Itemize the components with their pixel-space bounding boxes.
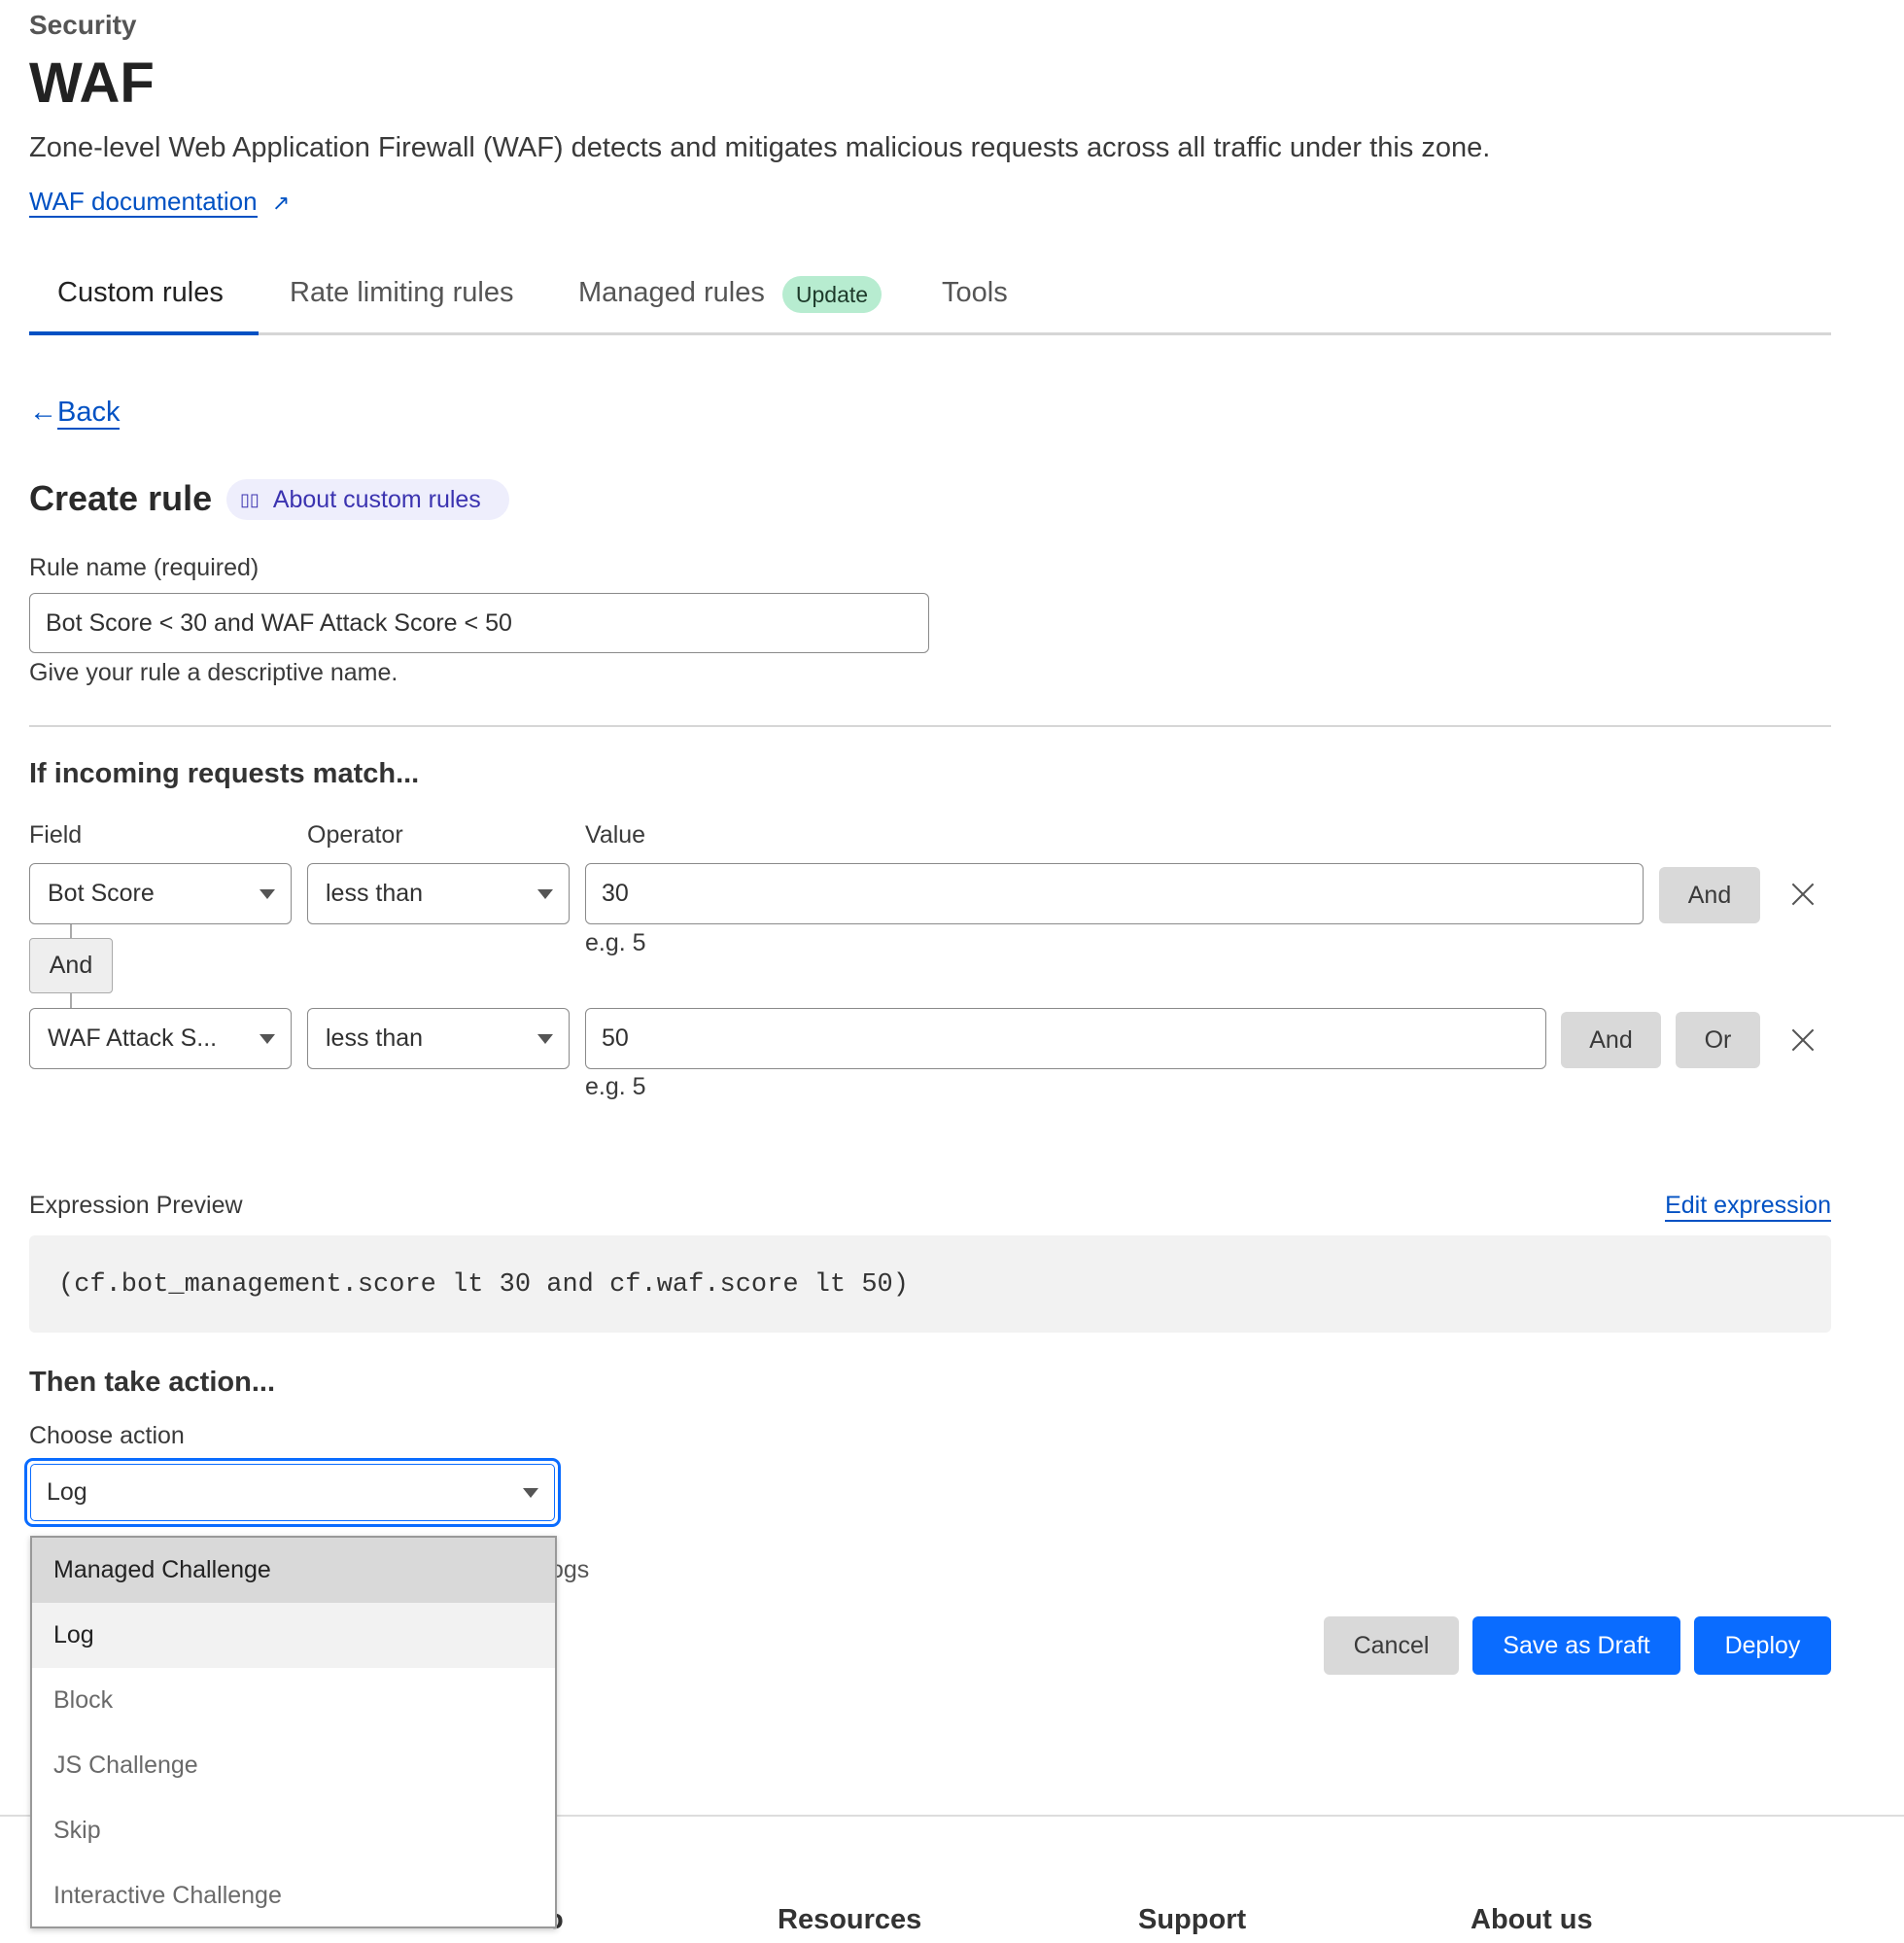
- value-hint-2: e.g. 5: [585, 1073, 646, 1100]
- rule-name-label: Rule name (required): [29, 554, 260, 581]
- about-label: About custom rules: [272, 485, 481, 513]
- operator-label: Operator: [307, 821, 403, 849]
- expression-text: (cf.bot_management.score lt 30 and cf.wa…: [58, 1270, 909, 1300]
- doc-link-text: WAF documentation: [29, 187, 258, 218]
- external-link-icon: ↗: [271, 191, 291, 215]
- or-button-2[interactable]: Or: [1676, 1012, 1760, 1068]
- chevron-down-icon: [523, 1487, 538, 1498]
- save-as-draft-button[interactable]: Save as Draft: [1472, 1616, 1680, 1675]
- about-custom-rules-link[interactable]: ▯▯ About custom rules: [226, 479, 509, 520]
- rule-name-input[interactable]: Bot Score < 30 and WAF Attack Score < 50: [29, 593, 929, 653]
- field-select-1[interactable]: Bot Score: [29, 863, 292, 924]
- tabs-divider: [29, 332, 1831, 335]
- option-interactive-challenge[interactable]: Interactive Challenge: [53, 1882, 282, 1909]
- deploy-button[interactable]: Deploy: [1694, 1616, 1831, 1675]
- option-log[interactable]: Log: [32, 1603, 555, 1668]
- tab-tools[interactable]: Tools: [942, 277, 1008, 308]
- chevron-down-icon: [537, 1033, 553, 1044]
- choose-action-label: Choose action: [29, 1422, 185, 1449]
- action-title: Then take action...: [29, 1367, 275, 1398]
- and-button-1[interactable]: And: [1659, 867, 1760, 923]
- chevron-down-icon: [260, 888, 275, 899]
- value-input-2[interactable]: 50: [585, 1008, 1546, 1069]
- field-value: WAF Attack S...: [48, 1024, 218, 1052]
- action-select-inner: Log: [30, 1464, 555, 1521]
- create-rule-title: Create rule: [29, 478, 213, 518]
- footer-support[interactable]: Support: [1138, 1904, 1247, 1935]
- tab-managed-rules[interactable]: Managed rules: [578, 277, 765, 308]
- page-title: WAF: [29, 52, 155, 115]
- option-block[interactable]: Block: [53, 1686, 114, 1714]
- expression-preview-label: Expression Preview: [29, 1192, 243, 1219]
- page-description: Zone-level Web Application Firewall (WAF…: [29, 132, 1491, 163]
- and-button-2[interactable]: And: [1561, 1012, 1661, 1068]
- footer-resources[interactable]: Resources: [778, 1904, 922, 1935]
- value-hint-1: e.g. 5: [585, 929, 646, 956]
- field-value: Bot Score: [48, 880, 155, 907]
- operator-select-1[interactable]: less than: [307, 863, 570, 924]
- field-select-2[interactable]: WAF Attack S...: [29, 1008, 292, 1069]
- footer-divider: [0, 1815, 1904, 1817]
- active-tab-indicator: [29, 331, 259, 335]
- cancel-button[interactable]: Cancel: [1324, 1616, 1459, 1675]
- back-link[interactable]: ←Back: [29, 397, 121, 430]
- rule-name-help: Give your rule a descriptive name.: [29, 659, 398, 686]
- chevron-down-icon: [260, 1033, 275, 1044]
- value-input-1[interactable]: 30: [585, 863, 1644, 924]
- action-select[interactable]: Log: [24, 1458, 561, 1527]
- selected-action: Log: [47, 1478, 87, 1506]
- update-badge: Update: [782, 276, 882, 313]
- and-connector[interactable]: And: [29, 938, 113, 993]
- operator-value: less than: [326, 880, 424, 907]
- section-divider: [29, 725, 1831, 727]
- option-skip[interactable]: Skip: [53, 1817, 101, 1844]
- option-managed-challenge[interactable]: Managed Challenge: [32, 1538, 555, 1603]
- chevron-down-icon: [537, 888, 553, 899]
- tab-custom-rules[interactable]: Custom rules: [57, 277, 224, 308]
- breadcrumb: Security: [29, 10, 137, 40]
- edit-expression-link[interactable]: Edit expression: [1665, 1192, 1831, 1222]
- match-title: If incoming requests match...: [29, 758, 420, 789]
- footer-about-us[interactable]: About us: [1471, 1904, 1593, 1935]
- field-label: Field: [29, 821, 83, 849]
- book-icon: ▯▯: [240, 489, 260, 509]
- expression-code: (cf.bot_management.score lt 30 and cf.wa…: [29, 1235, 1831, 1333]
- operator-select-2[interactable]: less than: [307, 1008, 570, 1069]
- back-label: Back: [57, 397, 121, 430]
- value-label: Value: [585, 821, 646, 849]
- operator-value: less than: [326, 1024, 424, 1052]
- action-dropdown-menu: Managed Challenge Log Block JS Challenge…: [30, 1536, 557, 1928]
- option-js-challenge[interactable]: JS Challenge: [53, 1752, 198, 1779]
- tab-rate-limiting-rules[interactable]: Rate limiting rules: [290, 277, 514, 308]
- remove-condition-icon[interactable]: [1788, 1025, 1817, 1055]
- remove-condition-icon[interactable]: [1788, 880, 1817, 909]
- waf-documentation-link[interactable]: WAF documentation ↗: [29, 187, 291, 218]
- arrow-left-icon: ←: [29, 397, 57, 428]
